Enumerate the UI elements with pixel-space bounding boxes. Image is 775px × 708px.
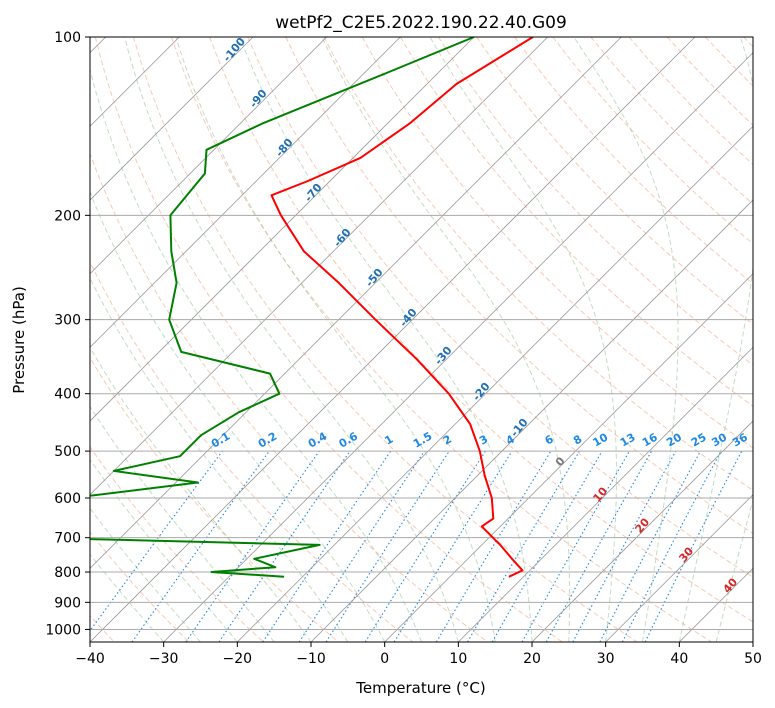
moist-adiabat (239, 37, 533, 642)
dry-adiabat (94, 37, 563, 642)
y-tick-label: 400 (54, 387, 81, 403)
x-tick-label: 20 (523, 651, 541, 667)
x-tick-label: −40 (75, 651, 105, 667)
mixing-ratio-line (644, 450, 743, 642)
moist-adiabat (573, 37, 679, 642)
x-tick-label: 40 (670, 651, 688, 667)
moist-adiabat (175, 37, 496, 642)
y-tick-label: 600 (54, 491, 81, 507)
dry-adiabat (476, 37, 753, 325)
dry-adiabat (247, 37, 753, 578)
y-tick-label: 200 (54, 208, 81, 224)
plot-frame (89, 36, 754, 643)
dry-adiabat (399, 37, 753, 407)
dry-adiabat (90, 531, 190, 642)
mixing-ratio-line (521, 450, 630, 642)
dry-adiabat (323, 37, 753, 491)
moist-adiabat (90, 277, 349, 642)
moist-adiabat (90, 458, 238, 642)
mixing-ratio-line (90, 450, 223, 632)
isotherm (90, 37, 254, 201)
dry-adiabat (171, 37, 712, 642)
mixing-ratio-line (298, 450, 425, 642)
background-reference-lines (90, 37, 753, 642)
isotherm (163, 52, 753, 642)
isotherm (90, 37, 475, 422)
series-layer (90, 37, 534, 578)
isotherm (237, 125, 753, 642)
y-tick-label: 900 (54, 595, 81, 611)
mixing-ratio-line (572, 450, 677, 642)
moist-adiabat (90, 190, 386, 642)
mixing-ratio-line (218, 450, 351, 642)
isotherm (90, 37, 327, 275)
isotherm (605, 494, 753, 642)
x-tick-label: −10 (296, 651, 326, 667)
isotherm (90, 37, 622, 569)
chart-title: wetPf2_C2E5.2022.190.22.40.G09 (275, 13, 567, 33)
isotherm (531, 420, 753, 642)
moist-adiabat (678, 37, 753, 642)
y-axis-label: Pressure (hPa) (10, 286, 28, 394)
dry-adiabat (437, 37, 753, 366)
y-tick-label: 1000 (45, 622, 81, 638)
moist-adiabat (90, 405, 275, 642)
x-tick-label: −30 (149, 651, 179, 667)
isotherm (90, 37, 401, 348)
dry-adiabat (285, 37, 753, 535)
x-axis-ticks: −40 −30 −20 −10 0 10 20 30 40 50 (75, 642, 762, 667)
dry-adiabat (90, 152, 488, 642)
x-axis-label: Temperature (°C) (355, 679, 485, 697)
dry-adiabat (90, 356, 339, 642)
dry-adiabat (90, 446, 264, 642)
dewpoint-profile-line (90, 37, 475, 578)
y-tick-label: 100 (54, 30, 81, 46)
y-axis-ticks: 100 200 300 400 500 600 700 800 900 1000 (45, 30, 90, 638)
dry-adiabat (90, 260, 414, 642)
mixing-ratio-line (262, 450, 392, 642)
x-tick-label: 50 (744, 651, 762, 667)
x-tick-label: −20 (223, 651, 253, 667)
dry-adiabat (209, 37, 753, 623)
moist-adiabat (715, 498, 753, 642)
y-tick-label: 800 (54, 565, 81, 581)
x-tick-label: 0 (380, 651, 389, 667)
temperature-profile-line (270, 37, 534, 578)
y-tick-label: 300 (54, 313, 81, 329)
mixing-ratio-line (545, 450, 653, 642)
grid-lines (90, 37, 753, 642)
mixing-ratio-line (393, 450, 513, 642)
moist-adiabat (321, 37, 571, 642)
isotherm (310, 199, 753, 642)
mixing-ratio-line (185, 450, 320, 642)
isotherm (90, 37, 548, 496)
x-tick-label: 30 (597, 651, 615, 667)
y-tick-label: 500 (54, 444, 81, 460)
isotherm (458, 346, 753, 642)
isotherm (384, 273, 753, 642)
mixing-ratio-line (325, 450, 450, 642)
x-tick-label: 10 (449, 651, 467, 667)
dry-adiabat (132, 37, 638, 642)
moist-adiabat (429, 37, 617, 642)
y-tick-label: 700 (54, 531, 81, 547)
moist-adiabat (124, 37, 459, 642)
moist-adiabat (90, 67, 422, 642)
mixing-ratio-line (131, 450, 270, 642)
dry-adiabat (514, 37, 753, 285)
